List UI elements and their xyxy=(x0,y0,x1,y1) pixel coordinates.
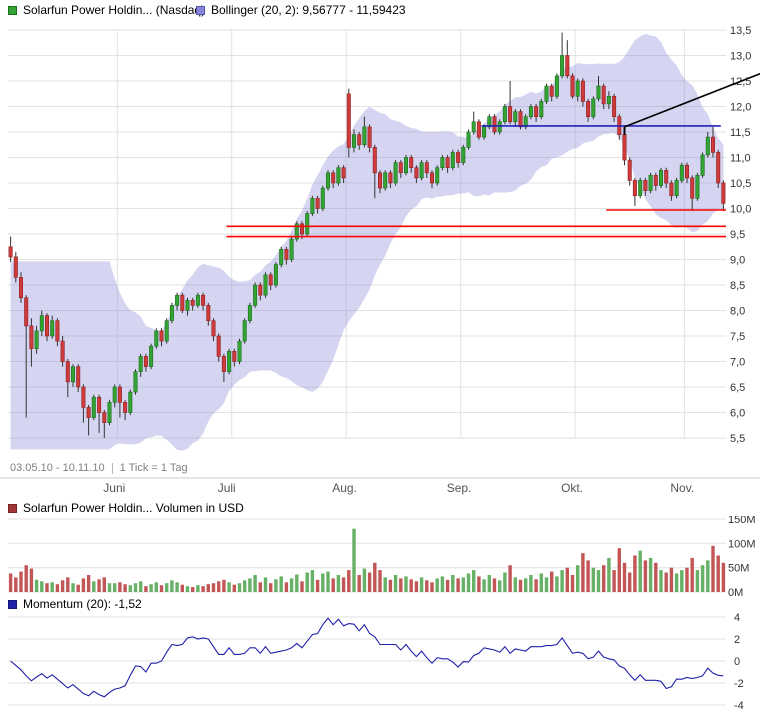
volume-axis-label: 100M xyxy=(728,538,756,550)
volume-legend-label: Solarfun Power Holdin... Volumen in USD xyxy=(23,501,244,515)
price-axis-label: 12,0 xyxy=(730,102,751,114)
momentum-legend-label: Momentum (20): -1,52 xyxy=(23,597,142,611)
price-swatch xyxy=(8,5,17,15)
price-axis-label: 6,5 xyxy=(730,382,745,394)
price-chart-canvas[interactable]: 13,513,012,512,011,511,010,510,09,59,08,… xyxy=(0,20,760,500)
momentum-axis-label: 2 xyxy=(734,634,740,646)
volume-bars xyxy=(8,528,726,592)
volume-swatch xyxy=(8,503,17,513)
volume-legend: Solarfun Power Holdin... Volumen in USD xyxy=(8,501,244,515)
x-axis: Juni Juli Aug. Sep. Okt. Nov. xyxy=(0,477,760,495)
price-axis-label: 5,5 xyxy=(730,433,745,445)
price-legend-label: Solarfun Power Holdin... (Nasdaq) xyxy=(23,3,206,17)
month-label: Juni xyxy=(103,481,125,495)
momentum-axis-label: 4 xyxy=(734,612,740,624)
month-label: Okt. xyxy=(561,481,583,495)
price-axis-label: 9,0 xyxy=(730,255,745,267)
volume-axis-label: 50M xyxy=(728,563,749,575)
price-axis-label: 13,5 xyxy=(730,25,751,37)
month-label: Nov. xyxy=(670,481,694,495)
momentum-axis-label: -4 xyxy=(734,700,744,712)
momentum-axis-label: -2 xyxy=(734,678,744,690)
price-axis-label: 9,5 xyxy=(730,229,745,241)
price-axis-label: 7,5 xyxy=(730,331,745,343)
tick-info-label: 1 Tick = 1 Tag xyxy=(119,462,188,474)
volume-axis-label: 150M xyxy=(728,516,756,526)
bollinger-band xyxy=(10,33,724,451)
price-axis-label: 11,5 xyxy=(730,127,751,139)
price-axis-label: 10,5 xyxy=(730,178,751,190)
overlay-lines xyxy=(226,72,760,238)
price-axis-label: 6,0 xyxy=(730,408,745,420)
price-axis-label: 13,0 xyxy=(730,51,751,63)
range-separator xyxy=(111,462,113,474)
momentum-legend: Momentum (20): -1,52 xyxy=(8,597,142,611)
chart-range-info: 03.05.10 - 10.11.10 1 Tick = 1 Tag xyxy=(10,462,188,474)
momentum-swatch xyxy=(8,599,17,609)
volume-chart-canvas[interactable]: 150M 100M 50M 0M xyxy=(0,516,760,596)
momentum-chart-canvas[interactable]: 4 2 0 -2 -4 xyxy=(0,612,760,712)
month-label: Juli xyxy=(218,481,236,495)
date-range-label: 03.05.10 - 10.11.10 xyxy=(10,462,105,474)
bollinger-legend-label: Bollinger (20, 2): 9,56777 - 11,59423 xyxy=(211,3,406,17)
momentum-grid: 4 2 0 -2 -4 xyxy=(8,612,744,712)
price-axis-label: 10,0 xyxy=(730,204,751,216)
bollinger-swatch xyxy=(196,5,205,15)
price-axis-label: 7,0 xyxy=(730,357,745,369)
momentum-line xyxy=(10,617,724,698)
bollinger-legend: Bollinger (20, 2): 9,56777 - 11,59423 xyxy=(196,3,406,17)
volume-axis-label: 0M xyxy=(728,587,743,596)
price-axis-label: 8,0 xyxy=(730,306,745,318)
price-series-legend: Solarfun Power Holdin... (Nasdaq) xyxy=(8,3,205,17)
month-label: Sep. xyxy=(447,481,472,495)
price-axis-label: 11,0 xyxy=(730,153,751,165)
momentum-axis-label: 0 xyxy=(734,656,740,668)
price-axis-label: 8,5 xyxy=(730,280,745,292)
volume-grid: 150M 100M 50M 0M xyxy=(8,516,756,596)
month-label: Aug. xyxy=(332,481,357,495)
